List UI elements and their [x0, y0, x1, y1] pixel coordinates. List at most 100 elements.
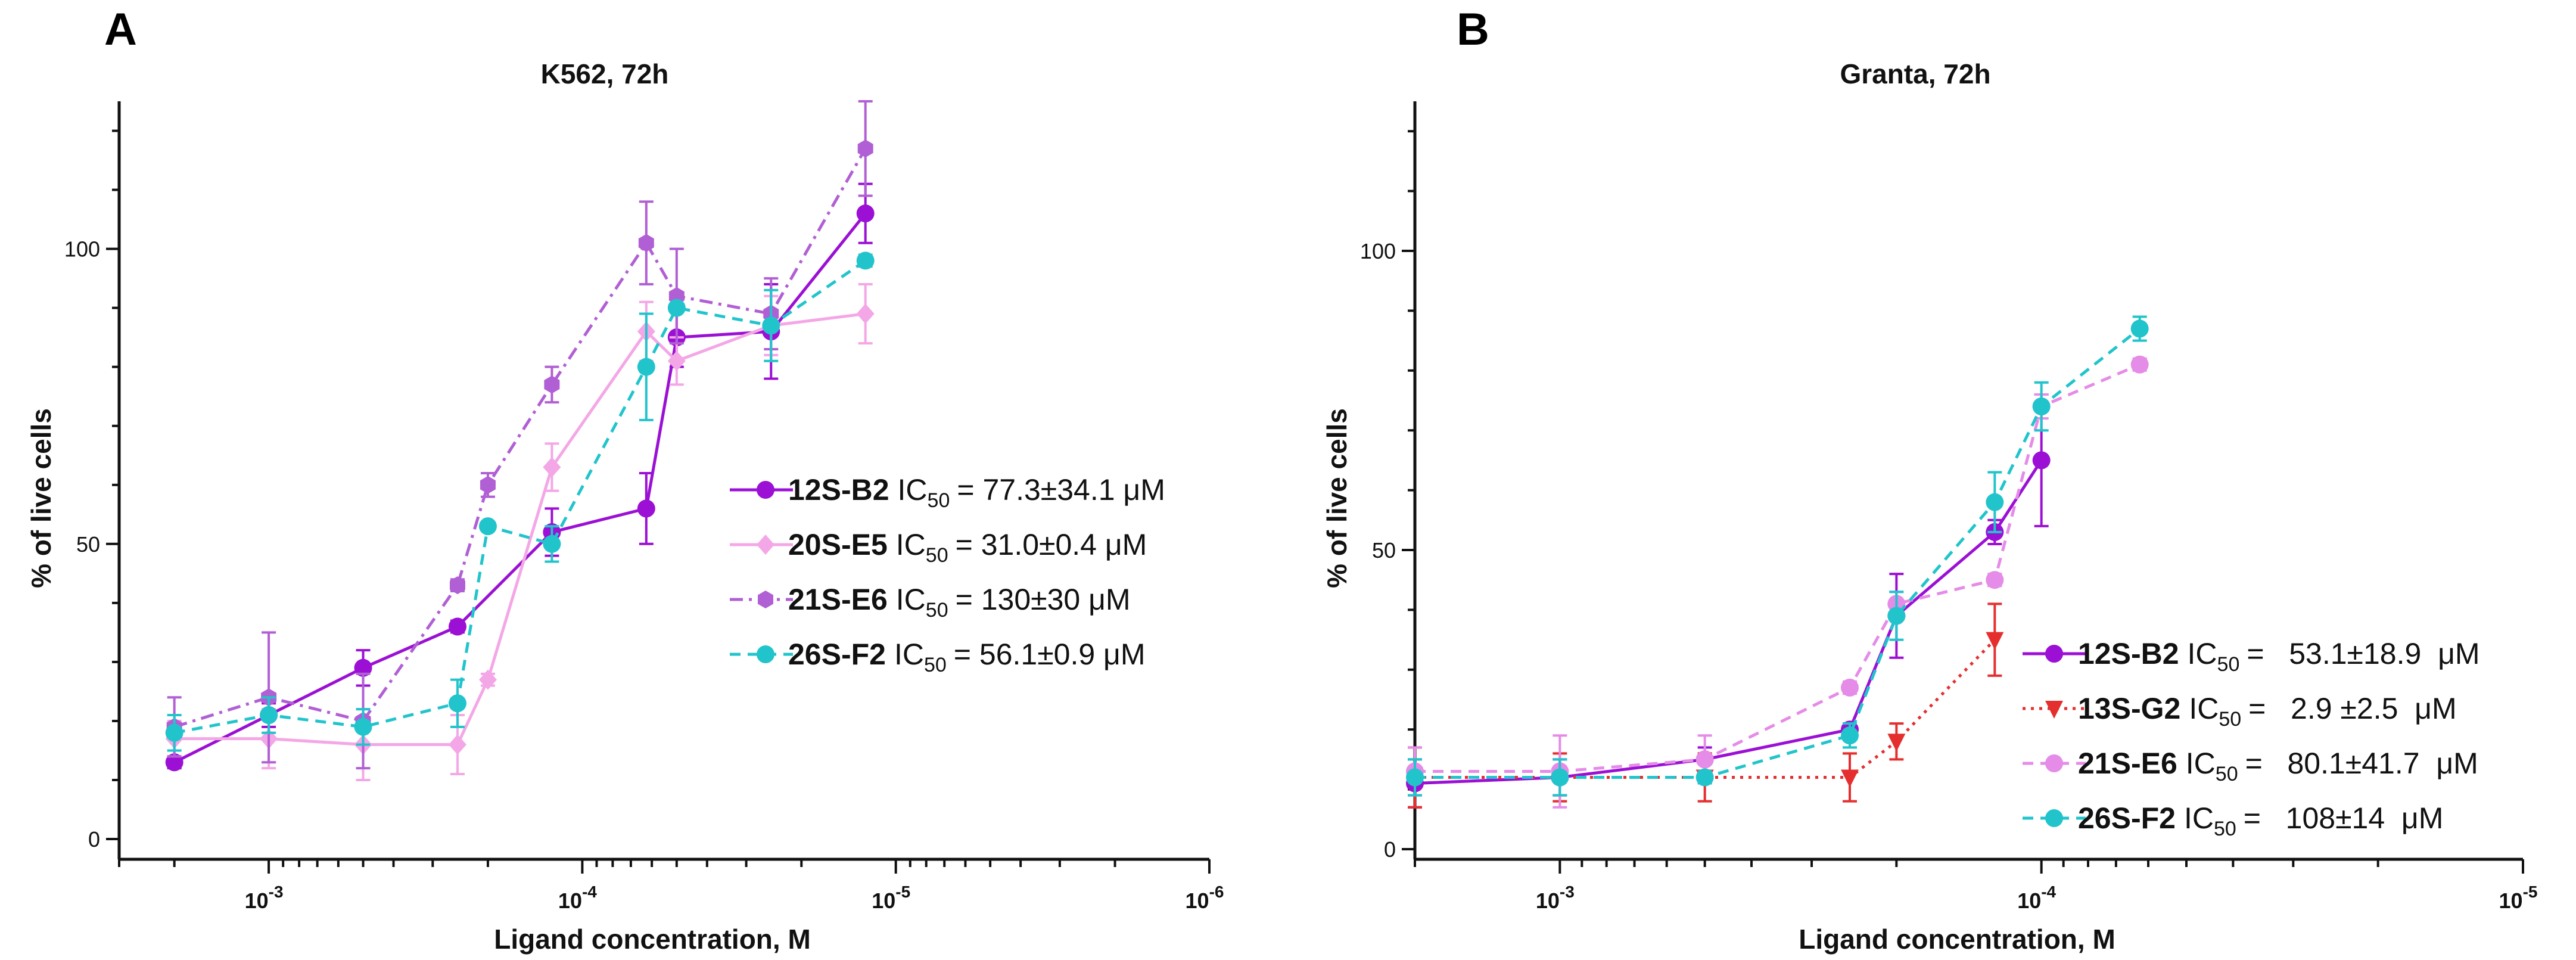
data-point: [478, 517, 497, 536]
y-tick-label: 50: [1372, 538, 1396, 563]
data-point: [480, 476, 496, 494]
data-point: [856, 251, 875, 270]
x-tick-base: 10: [872, 888, 895, 913]
legend-marker: [2045, 809, 2063, 827]
legend-ic-label: IC: [2184, 801, 2214, 835]
legend-ic-value: = 108±14 μM: [2244, 801, 2444, 835]
x-tick-exponent: -4: [582, 883, 597, 901]
series-21s-e6: [166, 100, 873, 770]
data-point: [667, 350, 686, 371]
legend-ic-value: = 56.1±0.9 μM: [954, 638, 1146, 671]
legend-item-26s-f2: 26S-F2 IC50 = 108±14 μM: [2023, 801, 2443, 840]
data-point: [354, 717, 372, 736]
legend-ic-sub: 50: [2219, 708, 2241, 731]
legend-item-20s-e5: 20S-E5 IC50 = 31.0±0.4 μM: [730, 528, 1147, 567]
x-tick-label: 10-6: [1186, 883, 1224, 913]
legend-ic-label: IC: [2186, 747, 2216, 780]
x-tick-exponent: -3: [1560, 883, 1575, 901]
legend-ic-sub: 50: [928, 489, 950, 512]
legend-ic-label: IC: [2188, 637, 2217, 670]
x-tick-label: 10-5: [2499, 883, 2538, 913]
x-tick-base: 10: [2017, 888, 2041, 913]
series-line: [1415, 363, 2141, 773]
data-point: [260, 706, 278, 725]
legend-label: 12S-B2 IC50 = 53.1±18.9 μM: [2078, 637, 2480, 676]
chart-title: Granta, 72h: [1840, 58, 1990, 89]
data-point: [448, 694, 466, 713]
data-point: [637, 499, 655, 518]
x-tick-label: 10-3: [245, 883, 284, 913]
legend-ic-value: = 53.1±18.9 μM: [2247, 637, 2479, 670]
panel-letter: B: [1457, 4, 1489, 55]
data-point: [448, 617, 466, 636]
series-26s-f2: [1406, 315, 2149, 797]
legend-label: 20S-E5 IC50 = 31.0±0.4 μM: [788, 528, 1147, 567]
x-tick-label: 10-3: [1536, 883, 1575, 913]
x-tick-exponent: -4: [2041, 883, 2056, 901]
legend-ic-sub: 50: [926, 544, 948, 567]
data-point: [1887, 607, 1906, 625]
series-12s-b2: [165, 182, 875, 772]
legend-marker: [2045, 645, 2063, 663]
legend-label: 21S-E6 IC50 = 130±30 μM: [788, 583, 1131, 622]
legend-ic-value: = 31.0±0.4 μM: [956, 528, 1147, 561]
legend-series-name: 12S-B2: [788, 473, 889, 507]
data-point: [2032, 451, 2051, 470]
x-axis-title: Ligand concentration, M: [1799, 924, 2115, 955]
legend-marker: [757, 535, 774, 555]
legend-label: 12S-B2 IC50 = 77.3±34.1 μM: [788, 473, 1165, 512]
x-tick-base: 10: [2499, 888, 2523, 913]
data-point: [165, 723, 183, 742]
legend-ic-value: = 77.3±34.1 μM: [957, 473, 1165, 507]
data-point: [165, 753, 183, 772]
data-point: [638, 234, 654, 252]
legend-marker: [757, 481, 774, 499]
data-point: [1840, 769, 1859, 788]
legend-ic-sub: 50: [2216, 763, 2238, 785]
legend-label: 26S-F2 IC50 = 108±14 μM: [2078, 801, 2443, 840]
legend-series-name: 20S-E5: [788, 528, 888, 561]
legend-ic-sub: 50: [2214, 818, 2236, 840]
data-point: [762, 316, 780, 335]
data-point: [2130, 319, 2149, 338]
x-tick-label: 10-4: [2017, 883, 2056, 913]
series-line: [1414, 459, 2043, 785]
legend-ic-sub: 50: [2217, 653, 2240, 676]
series-line: [174, 312, 866, 747]
legend-marker: [2045, 754, 2063, 772]
data-point: [1840, 726, 1859, 745]
data-point: [478, 669, 497, 690]
data-point: [544, 375, 560, 394]
legend-series-name: 13S-G2: [2078, 692, 2180, 725]
x-tick-exponent: -5: [895, 883, 910, 901]
data-point: [1551, 768, 1569, 787]
data-point: [543, 535, 561, 553]
data-point: [2032, 397, 2051, 416]
legend-ic-sub: 50: [924, 654, 947, 676]
legend-series-name: 26S-F2: [2078, 801, 2176, 835]
legend-series-name: 12S-B2: [2078, 637, 2179, 670]
data-point: [1986, 571, 2004, 589]
legend-item-21s-e6: 21S-E6 IC50 = 130±30 μM: [730, 583, 1131, 622]
data-point: [856, 204, 875, 223]
data-point: [857, 139, 873, 158]
x-tick-exponent: -5: [2523, 883, 2538, 901]
x-tick-label: 10-5: [872, 883, 910, 913]
y-axis-title: % of live cells: [26, 408, 57, 588]
x-tick-label: 10-4: [558, 883, 597, 913]
legend-item-21s-e6: 21S-E6 IC50 = 80.1±41.7 μM: [2023, 747, 2478, 785]
y-tick-label: 50: [76, 532, 100, 557]
data-point: [1986, 632, 2004, 650]
data-point: [1695, 768, 1714, 787]
legend-ic-label: IC: [896, 583, 926, 616]
x-axis-title: Ligand concentration, M: [494, 924, 811, 955]
data-point: [1406, 768, 1424, 787]
x-tick-base: 10: [1536, 888, 1560, 913]
x-tick-base: 10: [558, 888, 582, 913]
series-line: [1415, 638, 1996, 779]
x-tick-exponent: -6: [1209, 883, 1224, 901]
